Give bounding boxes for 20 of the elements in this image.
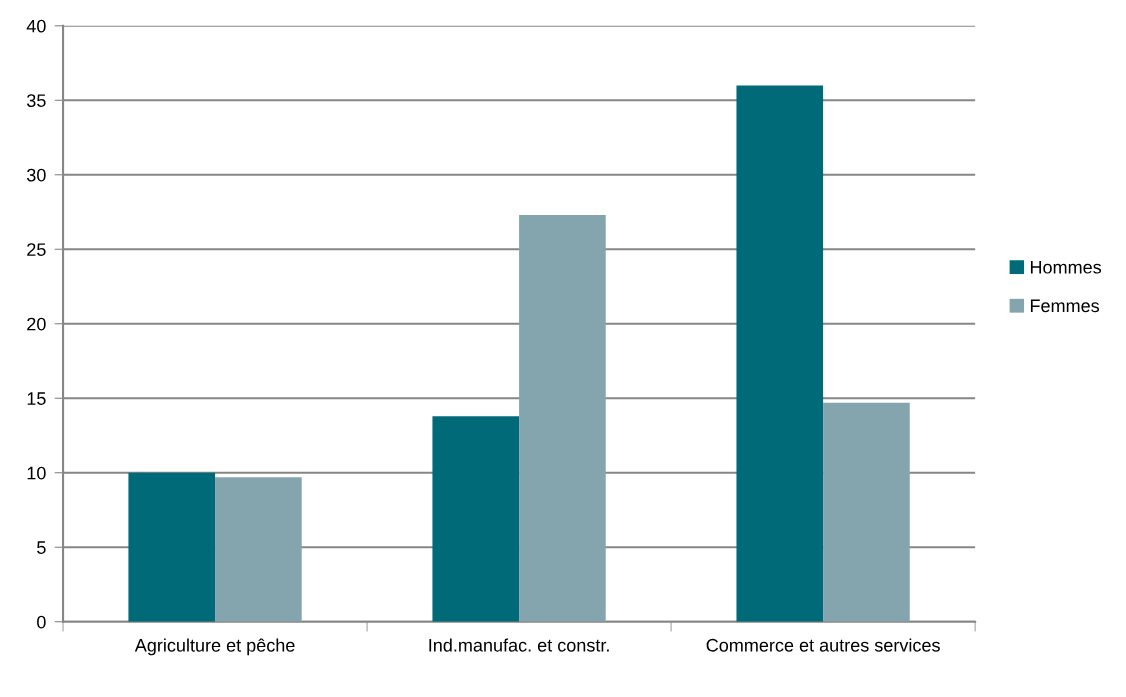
y-tick-label: 0 [37,615,46,629]
y-tick-label: 40 [26,19,46,33]
y-tick-label: 10 [27,466,46,480]
bar [128,472,216,622]
bar [823,402,910,622]
x-tick-label: Agriculture et pêche [134,638,295,656]
y-tick-label: 25 [27,243,46,256]
y-tick-label: 15 [27,392,46,405]
legend-label: Femmes [1030,299,1100,313]
legend-label: Hommes [1030,261,1102,274]
y-tick-label: 35 [27,94,46,107]
bar [736,85,824,622]
bar [432,416,520,622]
x-tick-label: Ind.manufac. et constr. [429,638,609,652]
y-tick-label: 30 [27,168,46,182]
x-tick-label: Commerce et autres services [706,638,940,652]
y-tick-label: 20 [27,317,46,331]
y-tick-label: 5 [37,541,46,554]
bar [519,215,606,622]
bar [215,477,302,622]
